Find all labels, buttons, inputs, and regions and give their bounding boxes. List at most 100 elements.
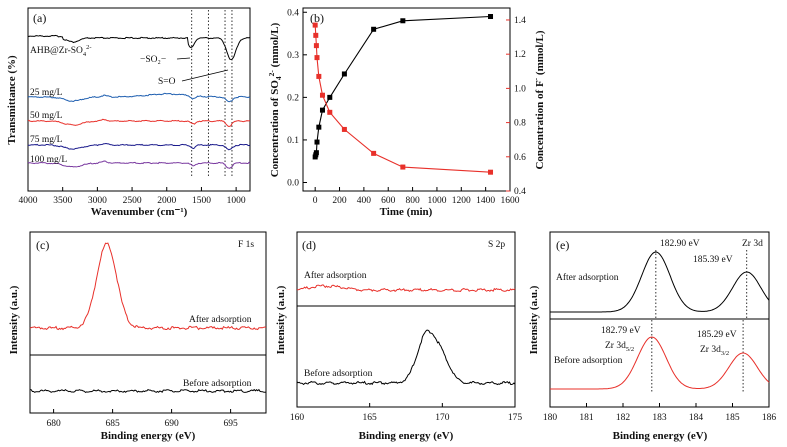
series-label-75: 75 mg/L <box>30 135 63 145</box>
panel-a-label: (a) <box>33 11 46 25</box>
series-label-25: 25 mg/L <box>30 88 63 98</box>
annotation-s-o: S=O <box>158 77 176 87</box>
panel-d-x-label: Binding energy (eV) <box>359 430 454 442</box>
panel-e-title: Zr 3d <box>742 239 763 249</box>
panel-b-data-point <box>400 18 406 24</box>
panel-b-y-left-tick-label: 0.3 <box>287 51 299 61</box>
panel-d-label: (d) <box>302 238 316 252</box>
panel-b-y-right-tick-label: 1.2 <box>514 50 526 60</box>
x-tick-label: 182 <box>616 413 631 423</box>
spectrum <box>550 251 770 313</box>
peak-label-before-1: 182.79 eV <box>601 326 641 336</box>
x-tick-label: 690 <box>164 419 179 429</box>
panel-b-y-left-label: Concentration of SO42- (mmol/L) <box>267 22 283 177</box>
x-tick-label: 160 <box>290 413 305 423</box>
x-tick-label: 175 <box>508 413 523 423</box>
panel-b-data-point <box>313 43 319 49</box>
panel-a-dotted-lines <box>191 10 233 176</box>
panel-b-x-tick-label: 600 <box>381 196 396 206</box>
panel-c: (c) F 1s After adsorption Before adsorpt… <box>8 231 267 442</box>
panel-b-y-right-tick-label: 1.4 <box>514 16 526 26</box>
panel-b-x-label: Time (min) <box>380 206 433 218</box>
panel-a-x-tick-label: 3000 <box>88 196 107 206</box>
x-tick-label: 181 <box>579 413 594 423</box>
x-tick-label: 180 <box>543 413 558 423</box>
x-tick-label: 685 <box>105 419 120 429</box>
panel-a-x-tick-label: 2000 <box>157 196 176 206</box>
zr-3d52-label: Zr 3d5/2 <box>605 341 634 353</box>
x-tick-label: 680 <box>46 419 61 429</box>
series-label-50: 50 mg/L <box>30 111 63 121</box>
x-tick-label: 695 <box>223 419 238 429</box>
panel-b-y-left-tick-label: 0.0 <box>287 178 299 188</box>
spectrum <box>29 388 267 393</box>
panel-b-data-point <box>327 94 333 100</box>
series-label-100: 100 mg/L <box>30 155 67 165</box>
panel-b-x-tick-label: 1200 <box>452 196 471 206</box>
panel-a-x-tick-label: 3500 <box>53 196 72 206</box>
panel-a-curves <box>27 34 251 169</box>
peak-label-before-2: 185.29 eV <box>697 330 737 340</box>
panel-b-series <box>312 14 494 175</box>
panel-b-data-point <box>314 55 320 61</box>
annotation-so2: −SO₂− <box>140 55 166 65</box>
panel-d-curves <box>296 284 516 386</box>
panel-c-x-ticks: 680 685 690 695 <box>46 409 238 429</box>
panel-a-spectrum <box>27 160 251 169</box>
panel-b-data-point <box>341 126 347 132</box>
panel-b-data-point <box>319 107 325 113</box>
spectrum <box>550 336 770 390</box>
panel-e-x-ticks: 180 181 182 183 184 185 186 <box>543 403 777 423</box>
panel-a-spectrum <box>28 118 251 128</box>
x-tick-label: 186 <box>762 413 777 423</box>
panel-b-label: (b) <box>310 11 324 25</box>
panel-b-data-point <box>314 139 320 145</box>
panel-b-data-point <box>313 32 319 38</box>
panel-b-data-point <box>327 109 333 115</box>
panel-c-frame <box>29 231 267 414</box>
panel-e-label: (e) <box>556 238 569 252</box>
panel-d: (d) S 2p After adsorption Before adsorpt… <box>275 231 523 442</box>
panel-e-after-label: After adsorption <box>556 272 619 283</box>
panel-c-before-label: Before adsorption <box>183 378 252 389</box>
peak-label-after-1: 182.90 eV <box>660 239 700 249</box>
peak-label-after-2: 185.39 eV <box>693 255 733 265</box>
panel-b-data-point <box>341 71 347 77</box>
panel-b-frame <box>302 7 511 192</box>
panel-b-x-tick-label: 800 <box>405 196 420 206</box>
panel-a-x-label: Wavenumber (cm⁻¹) <box>91 206 188 218</box>
panel-b-data-point <box>488 169 494 175</box>
x-tick-label: 165 <box>363 413 378 423</box>
panel-c-x-label: Binding energy (eV) <box>101 430 196 442</box>
panel-b-x-tick-label: 1000 <box>427 196 446 206</box>
annotation-s-o-arrow <box>181 69 229 82</box>
panel-d-before-label: Before adsorption <box>304 368 373 379</box>
panel-b-y-right-tick-label: 0.8 <box>514 119 526 129</box>
panel-a-x-tick-label: 4000 <box>19 196 38 206</box>
panel-a-spectrum <box>27 142 251 151</box>
series-label-ahb: AHB@Zr-SO42- <box>30 44 92 58</box>
x-tick-label: 185 <box>725 413 740 423</box>
panel-d-frame <box>296 231 516 408</box>
panel-d-title: S 2p <box>488 240 505 250</box>
panel-b-series-line <box>314 25 491 173</box>
panel-b-data-point <box>371 26 377 32</box>
panel-b-y-left-tick-label: 0.4 <box>287 8 299 18</box>
panel-a-x-tick-label: 2500 <box>123 196 142 206</box>
spectrum <box>296 329 516 386</box>
x-tick-label: 170 <box>435 413 450 423</box>
panel-e-curves <box>550 251 770 390</box>
panel-e-dotted-lines <box>651 250 748 392</box>
panel-b-x-tick-label: 400 <box>357 196 372 206</box>
spectrum <box>29 242 267 331</box>
panel-d-y-label: Intensity (a.u.) <box>275 285 287 354</box>
panel-b-series-line <box>314 15 491 158</box>
panel-b-data-point <box>316 73 322 79</box>
panel-e-x-label: Binding energy (eV) <box>613 430 708 442</box>
panel-e: (e) Zr 3d After adsorption Before adsorp… <box>528 231 777 442</box>
annotation-so2-arrow <box>176 57 191 60</box>
panel-b-data-point <box>312 22 318 28</box>
panel-a: (a) AHB@Zr-SO42- 25 mg/L 50 mg/L 75 mg/L… <box>6 7 251 218</box>
panel-a-x-tick-label: 1500 <box>192 196 211 206</box>
